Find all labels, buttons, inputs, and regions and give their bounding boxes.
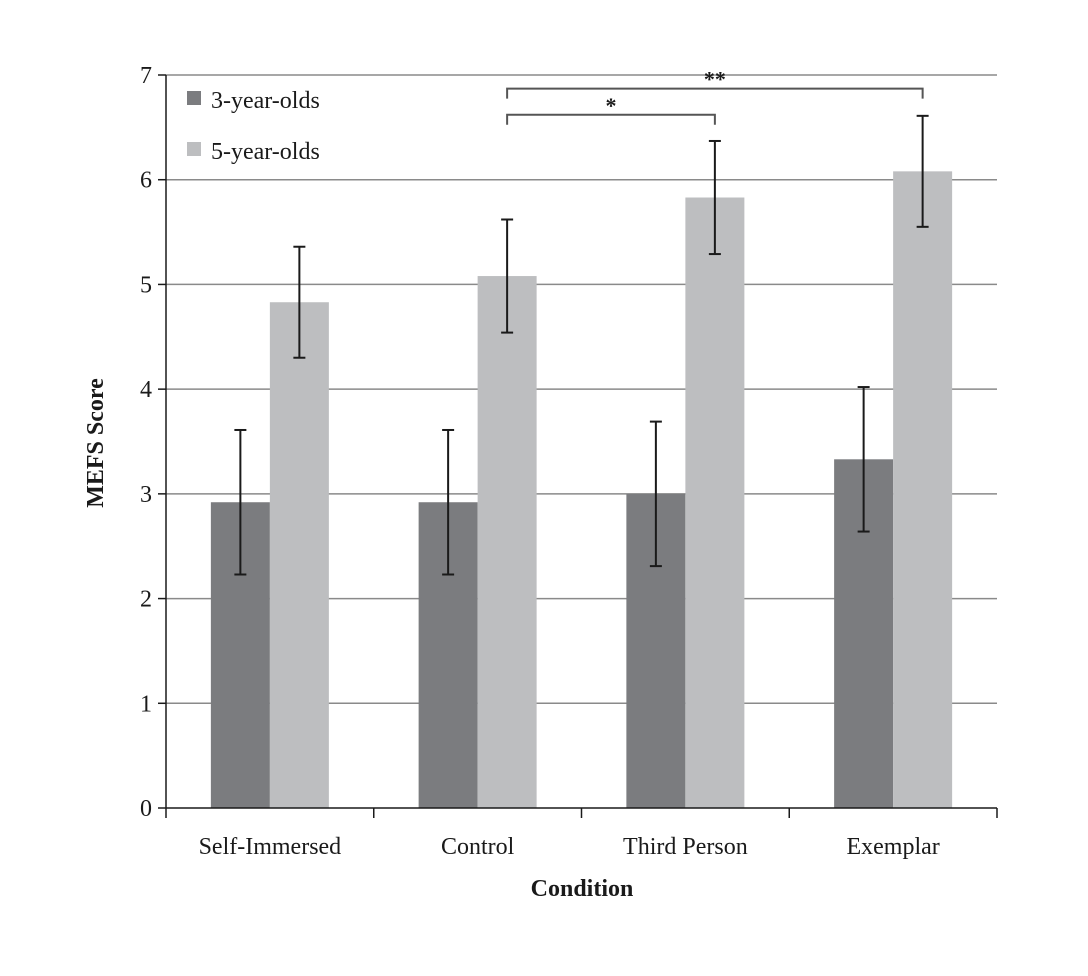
y-tick-label: 5	[140, 272, 152, 298]
x-tick-label: Exemplar	[846, 834, 939, 860]
y-tick-label: 4	[140, 377, 152, 403]
legend-label: 3-year-olds	[211, 88, 320, 114]
x-tick-label: Self-Immersed	[199, 834, 342, 860]
y-tick-label: 2	[140, 587, 152, 613]
y-tick-label: 6	[140, 168, 152, 194]
axes: 0 1 2 3 4 5 6 7 Self-Immersed Control Third Person…	[140, 63, 998, 860]
significance-label: **	[704, 67, 726, 92]
y-tick-label: 3	[140, 482, 152, 508]
legend-label: 5-year-olds	[211, 139, 320, 165]
legend-swatch	[187, 142, 201, 156]
significance-bracket	[506, 113, 716, 125]
significance-label: *	[606, 93, 617, 118]
bar-five-year-olds	[477, 276, 537, 809]
significance-bracket	[506, 87, 924, 99]
significance-brackets: ***	[506, 67, 924, 125]
bar-five-year-olds	[685, 197, 745, 808]
bar-five-year-olds	[269, 302, 329, 808]
x-tick-label: Third Person	[623, 834, 748, 860]
legend: 3-year-olds 5-year-olds	[187, 88, 320, 165]
y-tick-label: 1	[140, 691, 152, 717]
x-tick-label: Control	[441, 834, 515, 860]
error-bars	[234, 114, 929, 576]
y-tick-label: 7	[140, 63, 152, 89]
bar-five-year-olds	[893, 171, 953, 808]
legend-swatch	[187, 91, 201, 105]
y-tick-label: 0	[140, 796, 152, 822]
x-axis-title: Condition	[531, 876, 634, 902]
bars	[210, 171, 953, 809]
y-axis-title: MEFS Score	[83, 378, 109, 508]
